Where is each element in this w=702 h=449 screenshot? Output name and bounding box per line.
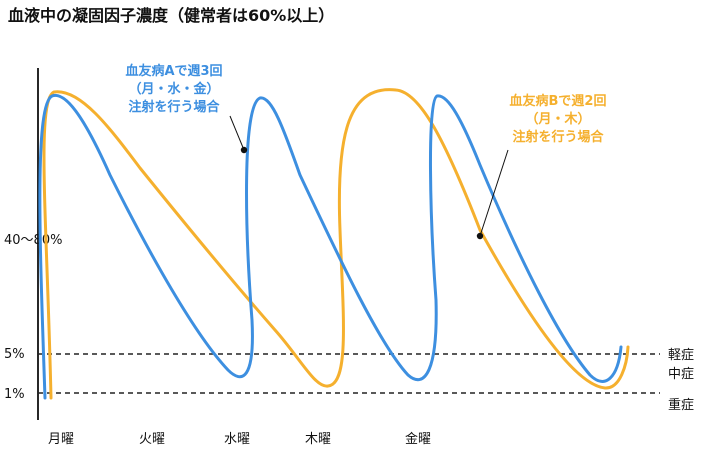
annotation-b-line-2: （月・木） <box>525 111 590 127</box>
series-hemophilia-a-line <box>38 93 623 400</box>
x-label-friday: 金曜 <box>405 431 431 447</box>
annotation-a-marker <box>240 146 248 154</box>
x-label-thursday: 木曜 <box>305 432 331 447</box>
y-tick-label-40-80: 40〜80% <box>4 233 62 248</box>
annotation-b-leader <box>479 149 509 237</box>
x-label-wednesday: 水曜 <box>224 432 250 447</box>
x-label-monday: 月曜 <box>48 432 74 447</box>
chart-title: 血液中の凝固因子濃度（健常者は60%以上） <box>8 6 335 25</box>
severity-label-mild: 軽症 <box>668 348 694 363</box>
annotation-b-marker <box>476 232 484 240</box>
annotation-b-line-1: 血友病Bで週2回 <box>510 93 607 109</box>
annotation-a-line-1: 血友病Aで週3回 <box>125 63 222 79</box>
series-hemophilia-b-line <box>42 88 630 400</box>
y-tick-label-1: 1% <box>4 387 25 402</box>
x-label-tuesday: 火曜 <box>139 432 165 447</box>
severity-label-moderate: 中症 <box>668 367 694 382</box>
y-tick-label-5: 5% <box>4 347 25 362</box>
annotation-a-line-3: 注射を行う場合 <box>128 99 220 115</box>
annotation-a-leader <box>229 115 245 151</box>
annotation-a-line-2: （月・水・金） <box>128 81 219 97</box>
severity-label-severe: 重症 <box>668 397 694 413</box>
annotation-b-line-3: 注射を行う場合 <box>512 129 604 145</box>
